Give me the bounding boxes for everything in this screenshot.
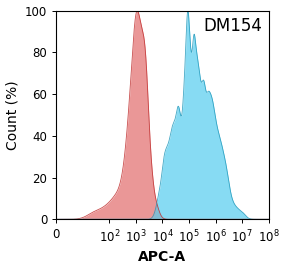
X-axis label: APC-A: APC-A <box>139 251 187 264</box>
Y-axis label: Count (%): Count (%) <box>5 80 20 150</box>
Text: DM154: DM154 <box>203 17 262 35</box>
